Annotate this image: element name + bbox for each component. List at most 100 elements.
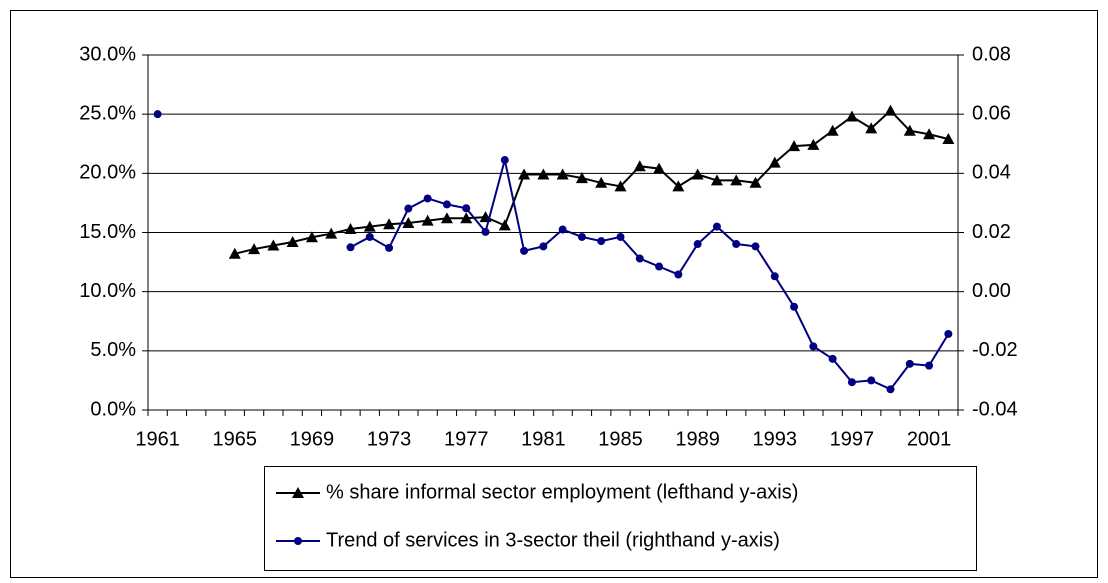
data-point xyxy=(383,218,396,230)
y-tick-label: 20.0% xyxy=(79,162,136,184)
data-point xyxy=(267,239,280,251)
data-point xyxy=(845,110,858,122)
data-point xyxy=(925,361,934,370)
data-point xyxy=(228,247,241,259)
data-point xyxy=(847,378,856,387)
data-point xyxy=(732,240,741,249)
y-tick-label: 5.0% xyxy=(90,339,136,361)
legend-marker xyxy=(292,487,304,498)
data-point xyxy=(595,176,608,188)
data-point xyxy=(344,222,357,234)
legend-label: % share informal sector employment (left… xyxy=(326,481,798,503)
y2-tick-label: -0.02 xyxy=(972,339,1018,361)
data-point xyxy=(616,232,625,241)
data-point xyxy=(248,243,261,255)
x-tick-label: 1969 xyxy=(290,428,335,450)
data-point xyxy=(865,122,878,134)
legend-box xyxy=(264,466,977,571)
data-point xyxy=(385,243,394,252)
y2-tick-label: 0.02 xyxy=(972,221,1011,243)
data-point xyxy=(440,212,453,224)
data-point xyxy=(867,376,876,385)
data-point xyxy=(944,329,953,338)
data-point xyxy=(633,160,646,172)
data-point xyxy=(404,204,413,213)
data-point xyxy=(691,168,704,180)
y-tick-label: 30.0% xyxy=(79,43,136,65)
x-tick-label: 1965 xyxy=(213,428,258,450)
data-point xyxy=(481,227,490,236)
y2-tick-label: -0.04 xyxy=(972,398,1018,420)
data-point xyxy=(672,180,685,192)
data-point xyxy=(500,156,509,165)
data-point xyxy=(462,204,471,213)
y2-tick-label: 0.08 xyxy=(972,43,1011,65)
y-tick-label: 25.0% xyxy=(79,102,136,124)
data-point xyxy=(442,200,451,209)
data-point xyxy=(575,172,588,184)
data-point xyxy=(828,354,837,363)
data-point xyxy=(693,240,702,249)
data-point xyxy=(884,104,897,116)
data-point xyxy=(537,168,550,180)
data-point xyxy=(460,212,473,224)
data-point xyxy=(498,219,511,231)
data-point xyxy=(520,246,529,255)
data-point xyxy=(286,235,299,247)
data-point xyxy=(614,180,627,192)
data-point xyxy=(923,128,936,140)
data-point xyxy=(886,385,895,394)
x-tick-label: 1989 xyxy=(675,428,720,450)
data-point xyxy=(655,262,664,271)
data-point xyxy=(346,243,355,252)
data-point xyxy=(402,217,415,229)
data-point xyxy=(635,254,644,263)
data-point xyxy=(788,140,801,152)
data-point xyxy=(325,227,338,239)
legend-marker xyxy=(294,537,302,545)
data-point xyxy=(942,133,955,145)
data-point xyxy=(807,138,820,150)
data-point xyxy=(558,225,567,234)
x-tick-label: 1973 xyxy=(367,428,412,450)
x-tick-label: 2001 xyxy=(907,428,952,450)
y-tick-label: 15.0% xyxy=(79,221,136,243)
data-point xyxy=(674,270,683,279)
data-point xyxy=(597,237,606,246)
y2-tick-label: 0.06 xyxy=(972,102,1011,124)
data-point xyxy=(421,214,434,226)
legend-label: Trend of services in 3-sector theil (rig… xyxy=(326,529,780,551)
data-point xyxy=(539,242,548,251)
data-point xyxy=(826,124,839,136)
data-point xyxy=(768,156,781,168)
data-point xyxy=(809,342,818,351)
data-point xyxy=(712,222,721,231)
data-point xyxy=(518,168,531,180)
data-point xyxy=(790,302,799,311)
data-point xyxy=(153,110,162,119)
data-point xyxy=(577,232,586,241)
data-point xyxy=(905,359,914,368)
data-point xyxy=(710,174,723,186)
data-point xyxy=(365,232,374,241)
x-tick-label: 1997 xyxy=(830,428,875,450)
x-tick-label: 1993 xyxy=(753,428,798,450)
x-tick-label: 1961 xyxy=(135,428,180,450)
data-point xyxy=(751,242,760,251)
data-point xyxy=(730,174,743,186)
data-point xyxy=(903,124,916,136)
data-point xyxy=(749,176,762,188)
y2-tick-label: 0.04 xyxy=(972,162,1011,184)
data-point xyxy=(305,231,318,243)
data-point xyxy=(363,220,376,232)
data-point xyxy=(653,162,666,174)
x-tick-label: 1977 xyxy=(444,428,489,450)
data-point xyxy=(423,194,432,203)
data-point xyxy=(770,272,779,281)
x-tick-label: 1985 xyxy=(598,428,643,450)
x-tick-label: 1981 xyxy=(521,428,566,450)
y-tick-label: 10.0% xyxy=(79,280,136,302)
y-tick-label: 0.0% xyxy=(90,398,136,420)
data-point xyxy=(556,168,569,180)
